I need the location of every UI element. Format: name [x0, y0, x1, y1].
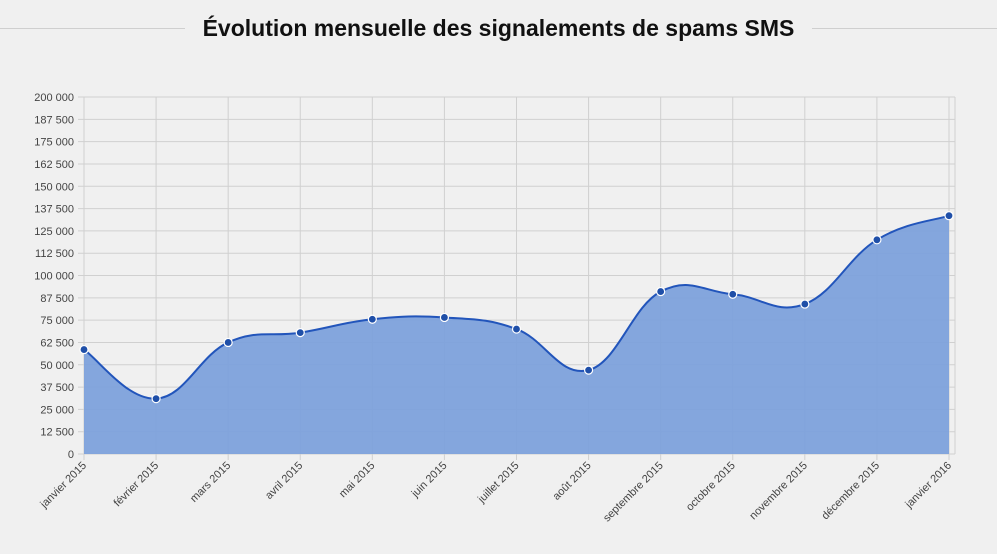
data-point	[728, 289, 738, 299]
x-tick-label: octobre 2015	[684, 460, 738, 514]
data-point	[223, 337, 233, 348]
data-point	[511, 324, 522, 334]
data-point	[583, 365, 594, 375]
chart-title: Évolution mensuelle des signalements de …	[190, 15, 807, 41]
y-tick-label: 200 000	[34, 92, 74, 104]
chart-title-wrap: Évolution mensuelle des signalements de …	[0, 8, 997, 48]
x-tick-label: août 2015	[551, 460, 594, 503]
x-tick-label: février 2015	[112, 460, 162, 510]
x-tick-label: janvier 2016	[903, 460, 955, 512]
y-tick-label: 125 000	[34, 226, 74, 238]
y-tick-label: 62 500	[40, 337, 74, 349]
data-point	[295, 328, 305, 338]
title-rule-right	[812, 28, 997, 29]
chart-title-row: Évolution mensuelle des signalements de …	[0, 8, 997, 48]
x-tick-label: juillet 2015	[475, 460, 521, 506]
y-tick-label: 150 000	[34, 181, 74, 193]
data-point	[367, 314, 377, 324]
x-tick-label: mai 2015	[337, 460, 377, 500]
y-tick-label: 87 500	[40, 293, 74, 305]
x-tick-label: septembre 2015	[601, 460, 666, 525]
y-tick-label: 100 000	[34, 271, 74, 283]
data-point	[151, 394, 161, 404]
data-point	[439, 312, 450, 323]
series-area	[84, 215, 949, 454]
x-tick-label: décembre 2015	[819, 460, 882, 523]
y-tick-label: 12 500	[40, 427, 74, 439]
x-tick-label: novembre 2015	[747, 460, 810, 523]
y-tick-label: 50 000	[40, 360, 74, 372]
data-point	[872, 235, 882, 245]
x-tick-label: janvier 2015	[38, 460, 90, 512]
data-point	[800, 299, 810, 309]
y-tick-label: 25 000	[40, 404, 74, 416]
x-tick-label: juin 2015	[409, 460, 450, 501]
y-tick-label: 175 000	[34, 137, 74, 149]
data-point	[79, 344, 89, 355]
data-point	[656, 286, 666, 297]
y-tick-label: 137 500	[34, 204, 74, 216]
y-tick-label: 37 500	[40, 382, 74, 394]
y-tick-label: 75 000	[40, 315, 74, 327]
data-point	[944, 211, 954, 221]
y-tick-label: 112 500	[35, 248, 74, 260]
y-tick-label: 162 500	[34, 159, 74, 171]
title-rule-left	[0, 28, 185, 29]
x-tick-label: avril 2015	[263, 460, 305, 502]
y-tick-label: 187 500	[34, 114, 74, 126]
y-tick-label: 0	[68, 449, 74, 461]
x-tick-label: mars 2015	[188, 460, 233, 505]
